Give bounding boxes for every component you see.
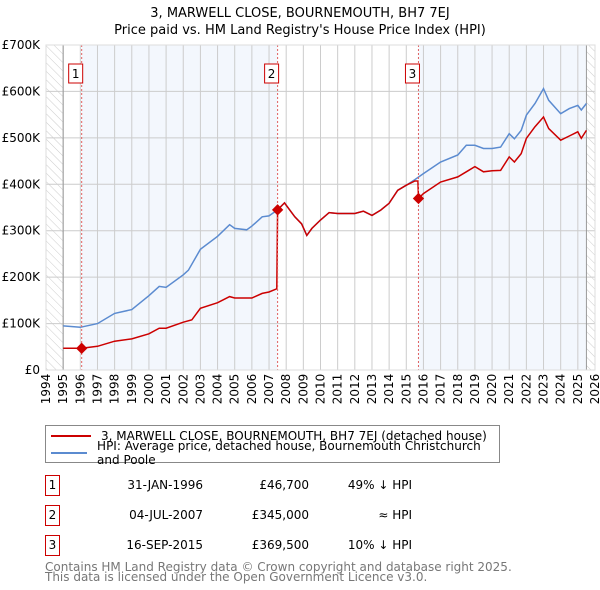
transaction-number: 2	[45, 505, 60, 526]
x-tick-label: 2018	[451, 374, 465, 405]
x-tick-label: 2004	[211, 374, 225, 405]
x-tick-label: 2020	[485, 374, 499, 405]
x-tick-label: 2003	[193, 374, 207, 405]
transaction-date: 16-SEP-2015	[126, 538, 203, 552]
y-tick-label: £700K	[2, 38, 42, 52]
y-tick-label: £500K	[2, 131, 42, 145]
no-data-hatch-right	[586, 45, 595, 370]
chart-title: 3, MARWELL CLOSE, BOURNEMOUTH, BH7 7EJ	[150, 6, 449, 21]
x-tick-label: 2022	[519, 374, 533, 405]
x-tick-label: 1998	[108, 374, 122, 405]
sale-label-box	[264, 63, 280, 84]
transaction-number: 3	[45, 535, 60, 556]
x-tick-label: 1997	[90, 374, 104, 405]
transaction-hpi: ≈ HPI	[378, 508, 412, 522]
legend-swatch-red	[51, 435, 91, 437]
x-tick-label: 2001	[159, 374, 173, 405]
footer-licence: This data is licensed under the Open Gov…	[45, 570, 428, 584]
legend-swatch-blue	[51, 452, 88, 454]
plot-border	[45, 44, 596, 371]
x-tick-label: 2024	[554, 374, 568, 405]
x-tick-label: 2017	[434, 374, 448, 405]
legend: 3, MARWELL CLOSE, BOURNEMOUTH, BH7 7EJ (…	[45, 425, 500, 467]
transaction-hpi: 10% ↓ HPI	[347, 538, 412, 552]
x-tick-label: 2006	[245, 374, 259, 405]
x-tick-label: 2008	[279, 374, 293, 405]
x-tick-label: 1999	[125, 374, 139, 405]
transaction-row: 3 16-SEP-2015 £369,500 10% ↓ HPI	[45, 535, 465, 556]
sale-label: 3	[409, 67, 417, 81]
y-tick-label: £300K	[2, 224, 42, 238]
x-tick-label: 2009	[296, 374, 310, 405]
x-tick-label: 1996	[73, 374, 87, 405]
x-tick-label: 2013	[365, 374, 379, 405]
x-tick-label: 2002	[176, 374, 190, 405]
x-tick-label: 2012	[348, 374, 362, 405]
x-tick-label: 2019	[468, 374, 482, 405]
x-tick-label: 2014	[382, 374, 396, 405]
chart-subtitle: Price paid vs. HM Land Registry's House …	[114, 23, 486, 38]
footer-copyright: Contains HM Land Registry data © Crown c…	[45, 560, 512, 574]
sale-label-box	[68, 63, 84, 84]
x-tick-label: 2007	[262, 374, 276, 405]
y-tick-label: £100K	[2, 317, 42, 331]
price-chart: 3, MARWELL CLOSE, BOURNEMOUTH, BH7 7EJ P…	[2, 6, 600, 405]
legend-item-property: 3, MARWELL CLOSE, BOURNEMOUTH, BH7 7EJ (…	[46, 428, 487, 444]
x-tick-label: 1995	[56, 374, 70, 405]
x-tick-label: 2021	[502, 374, 516, 405]
transaction-price: £369,500	[251, 538, 309, 552]
ownership-period-1	[81, 45, 278, 370]
transaction-price: £345,000	[251, 508, 309, 522]
y-tick-label: £600K	[2, 84, 42, 98]
y-tick-label: £0	[25, 363, 40, 377]
legend-label: HPI: Average price, detached house, Bour…	[97, 439, 481, 467]
ownership-period-3	[418, 45, 587, 370]
property-price-line	[63, 115, 588, 350]
sale-label: 2	[268, 67, 276, 81]
transaction-row: 1 31-JAN-1996 £46,700 49% ↓ HPI	[45, 475, 465, 496]
x-tick-label: 2016	[416, 374, 430, 405]
transaction-row: 2 04-JUL-2007 £345,000 ≈ HPI	[45, 505, 465, 526]
transaction-hpi: 49% ↓ HPI	[347, 478, 412, 492]
transaction-price: £46,700	[259, 478, 309, 492]
sale-label: 1	[72, 67, 80, 81]
x-tick-label: 2011	[331, 374, 345, 405]
legend-label: 3, MARWELL CLOSE, BOURNEMOUTH, BH7 7EJ (…	[101, 429, 487, 443]
transaction-number: 1	[45, 475, 60, 496]
no-data-hatch-left	[46, 45, 64, 370]
y-tick-label: £400K	[2, 177, 42, 191]
x-tick-label: 2023	[537, 374, 551, 405]
legend-item-hpi: HPI: Average price, detached house, Bour…	[46, 439, 499, 467]
sale-label-box	[404, 63, 420, 84]
x-tick-label: 2005	[228, 374, 242, 405]
x-tick-label: 2025	[571, 374, 585, 405]
transaction-date: 31-JAN-1996	[127, 478, 203, 492]
x-tick-label: 2000	[142, 374, 156, 405]
transaction-date: 04-JUL-2007	[129, 508, 203, 522]
x-tick-label: 2010	[314, 374, 328, 405]
x-tick-label: 1994	[39, 374, 53, 405]
x-tick-label: 2015	[399, 374, 413, 405]
x-tick-label: 2026	[588, 374, 600, 405]
y-tick-label: £200K	[2, 270, 42, 284]
